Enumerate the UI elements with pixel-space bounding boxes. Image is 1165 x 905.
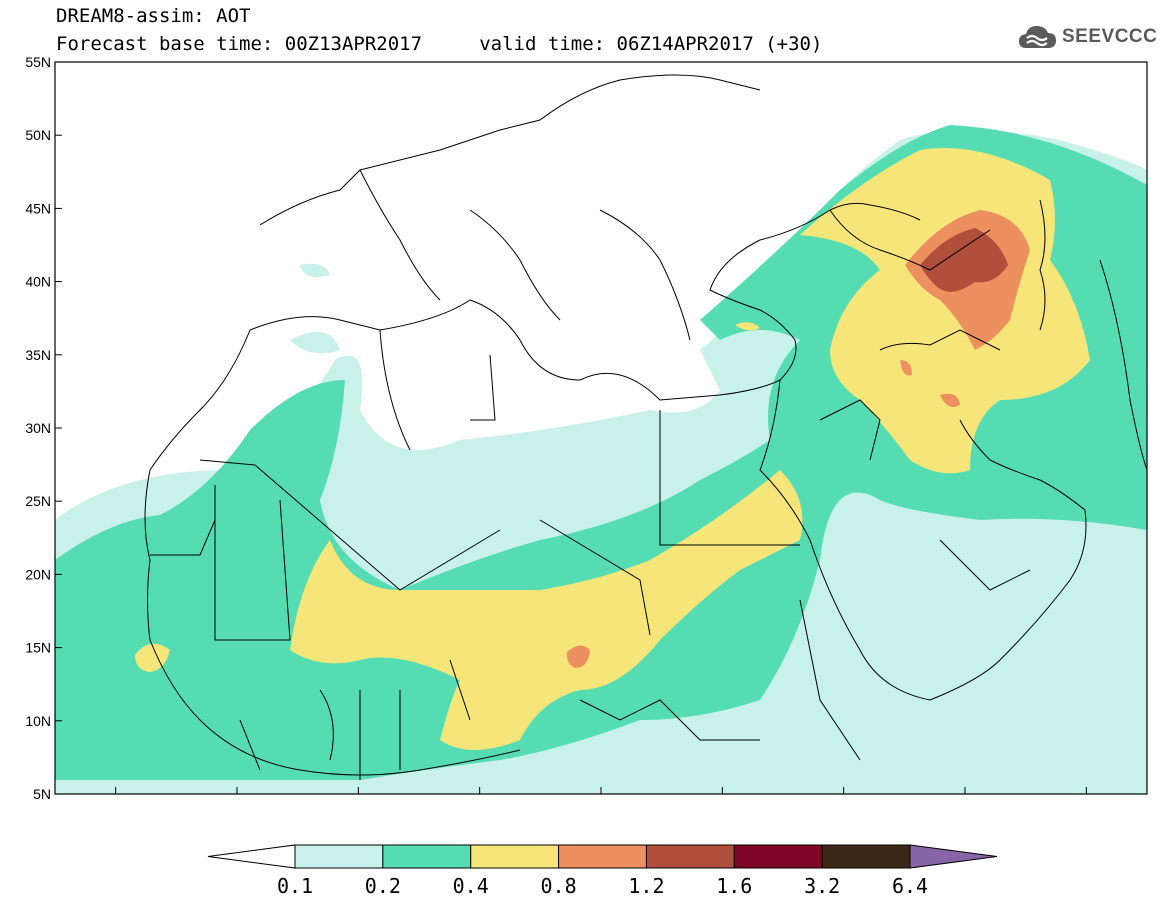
lon-label: 30E bbox=[710, 799, 735, 800]
colorbar-label: 0.8 bbox=[541, 874, 577, 898]
lat-label: 50N bbox=[25, 127, 51, 143]
colorbar-high-triangle bbox=[909, 844, 998, 869]
lat-label: 10N bbox=[25, 713, 51, 729]
lat-label: 45N bbox=[25, 200, 51, 216]
coastlines-borders bbox=[144, 74, 1147, 780]
colorbar-box bbox=[645, 844, 735, 869]
colorbar-label: 0.4 bbox=[453, 874, 489, 898]
colorbar-label: 3.2 bbox=[804, 874, 840, 898]
aot-map: 5N 10N 15N 20N 25N 30N 35N 40N 45N 50N 55N 20W 10W 0… bbox=[25, 54, 1148, 800]
lon-label: 0 bbox=[354, 799, 362, 800]
colorbar-label: 0.1 bbox=[277, 874, 313, 898]
lat-label: 55N bbox=[25, 54, 51, 70]
cloud-icon bbox=[1019, 26, 1056, 48]
lon-label: 50E bbox=[953, 799, 978, 800]
colorbar-label: 1.6 bbox=[716, 874, 752, 898]
forecast-time-line: Forecast base time: 00Z13APR2017 valid t… bbox=[56, 33, 823, 55]
seevccc-logo: SEEVCCC bbox=[1018, 22, 1157, 52]
colorbar-boxes bbox=[207, 844, 998, 869]
colorbar-label: 0.2 bbox=[365, 874, 401, 898]
lat-label: 20N bbox=[25, 566, 51, 582]
lon-label: 40E bbox=[831, 799, 856, 800]
map-title: DREAM8-assim: AOT bbox=[56, 5, 251, 27]
colorbar-label: 1.2 bbox=[628, 874, 664, 898]
lat-label: 40N bbox=[25, 274, 51, 290]
colorbar-box bbox=[382, 844, 472, 869]
lat-label: 15N bbox=[25, 640, 51, 656]
colorbar-box bbox=[470, 844, 560, 869]
aot-band-1-2 bbox=[920, 228, 1008, 292]
lon-label: 20E bbox=[589, 799, 614, 800]
lon-label: 20W bbox=[101, 799, 131, 800]
longitude-axis: 20W 10W 0 10E 20E 30E 40E 50E 60E bbox=[101, 787, 1099, 800]
lat-label: 25N bbox=[25, 493, 51, 509]
lon-label: 10W bbox=[223, 799, 253, 800]
lat-label: 35N bbox=[25, 347, 51, 363]
colorbar-box bbox=[294, 844, 384, 869]
colorbar-label: 6.4 bbox=[892, 874, 928, 898]
colorbar-box bbox=[821, 844, 911, 869]
colorbar-box bbox=[558, 844, 647, 869]
aot-fields bbox=[55, 125, 1147, 794]
latitude-axis: 5N 10N 15N 20N 25N 30N 35N 40N 45N 50N 55N bbox=[25, 54, 62, 800]
colorbar-labels: 0.1 0.2 0.4 0.8 1.2 1.6 3.2 6.4 bbox=[277, 874, 928, 898]
lon-label: 60E bbox=[1074, 799, 1099, 800]
colorbar-box bbox=[733, 844, 823, 869]
lat-label: 30N bbox=[25, 420, 51, 436]
lat-label: 5N bbox=[33, 786, 51, 800]
logo-text: SEEVCCC bbox=[1062, 26, 1158, 47]
lon-label: 10E bbox=[467, 799, 492, 800]
colorbar-low-triangle bbox=[207, 844, 296, 869]
